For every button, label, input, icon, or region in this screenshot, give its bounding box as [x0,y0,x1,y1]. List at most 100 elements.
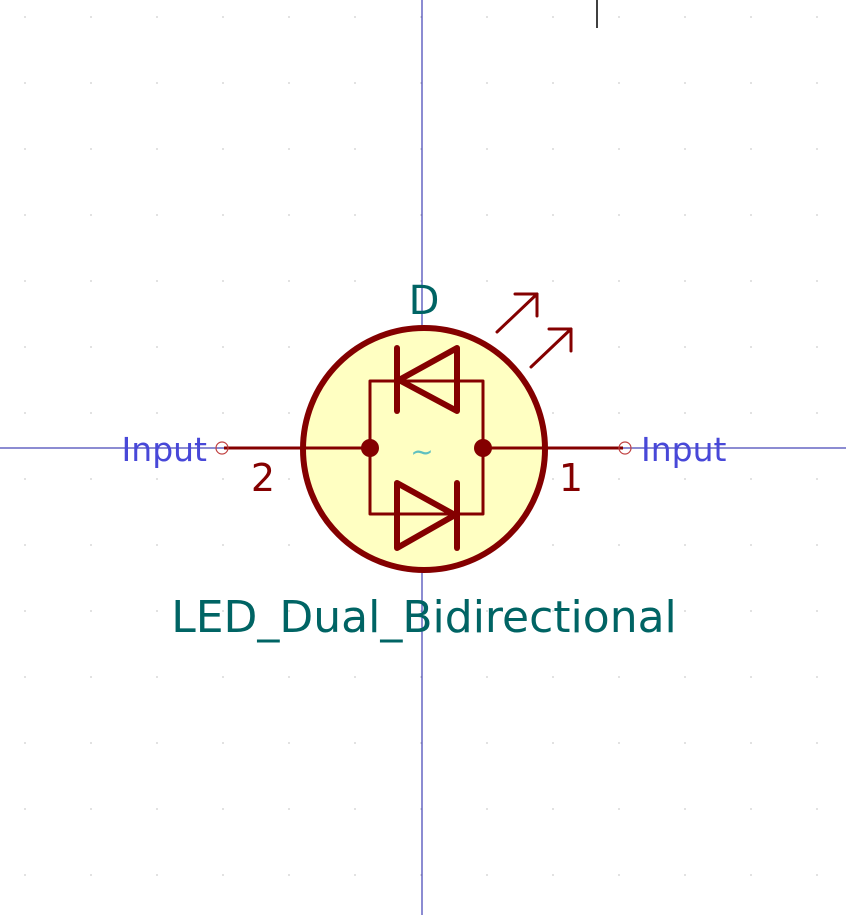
grid-dot [24,214,26,216]
junction-left [361,439,379,457]
grid-dot [24,346,26,348]
grid-dot [684,82,686,84]
grid-dot [486,610,488,612]
grid-dot [684,148,686,150]
grid-dot [816,676,818,678]
grid-dot [684,742,686,744]
grid-dot [90,676,92,678]
grid-dot [816,82,818,84]
grid-dot [354,214,356,216]
grid-dot [684,676,686,678]
grid-dot [222,412,224,414]
grid-dot [750,808,752,810]
grid-dot [24,412,26,414]
grid-dot [486,874,488,876]
grid-dot [288,16,290,18]
led-lower-diode [394,480,460,551]
grid-dot [354,808,356,810]
grid-dot [750,16,752,18]
grid-dot [156,16,158,18]
center-marker: ~ [410,435,433,468]
grid-dot [684,544,686,546]
grid-dot [618,412,620,414]
grid-dot [750,478,752,480]
grid-dot [222,16,224,18]
grid-dot [618,478,620,480]
grid-dot [90,544,92,546]
grid-dot [552,478,554,480]
grid-dot [288,610,290,612]
grid-dot [354,742,356,744]
grid-dot [354,148,356,150]
grid-dot [552,280,554,282]
grid-dot [486,16,488,18]
grid-dot [486,676,488,678]
grid-dot [552,808,554,810]
grid-dot [486,214,488,216]
grid-dot [816,346,818,348]
grid-dot [288,346,290,348]
grid-dot [816,742,818,744]
grid-dot [222,214,224,216]
grid-dot [288,280,290,282]
grid-dot [750,82,752,84]
led-symbol[interactable]: ~ 2 1 [215,292,632,573]
grid-dot [552,742,554,744]
grid-dot [156,808,158,810]
grid-dot [222,874,224,876]
grid-dot [750,148,752,150]
junction-right [474,439,492,457]
grid-dot [156,346,158,348]
grid-dot [750,742,752,744]
grid-dot [156,544,158,546]
grid-dot [684,610,686,612]
grid-dot [750,346,752,348]
grid-dot [90,610,92,612]
grid-dot [552,82,554,84]
grid-dot [618,346,620,348]
grid-dot [222,82,224,84]
reference-designator[interactable]: D [409,278,440,324]
grid-dot [486,808,488,810]
grid-dot [750,676,752,678]
pin-1-type-label: Input [641,430,727,469]
grid-dot [288,808,290,810]
pin-2-type-label: Input [122,430,208,469]
grid-dot [222,742,224,744]
symbol-value-label[interactable]: LED_Dual_Bidirectional [171,592,677,643]
grid-dot [684,346,686,348]
internal-wiring [301,379,547,516]
grid-dot [156,742,158,744]
grid-dot [618,82,620,84]
grid-dot [24,742,26,744]
grid-dot [156,412,158,414]
grid-dot [24,82,26,84]
grid-dot [684,412,686,414]
grid-dot [816,214,818,216]
grid-dot [552,874,554,876]
grid-dot [354,676,356,678]
grid-dot [618,544,620,546]
pin-2-endpoint[interactable] [215,441,229,455]
grid-dot [156,478,158,480]
grid-dot [750,874,752,876]
grid-dot [222,544,224,546]
grid-dot [684,280,686,282]
grid-dot [288,82,290,84]
grid-dot [90,148,92,150]
grid-dot [750,214,752,216]
grid-dot [354,874,356,876]
grid-dot [156,874,158,876]
grid-dot [486,280,488,282]
grid-dot [24,544,26,546]
grid-dot [552,544,554,546]
grid-dot [750,544,752,546]
pin-1-endpoint[interactable] [618,441,632,455]
grid-dot [24,610,26,612]
grid-dot [288,544,290,546]
grid-dot [90,808,92,810]
grid-dot [222,676,224,678]
grid-dot [750,280,752,282]
grid-dot [24,280,26,282]
